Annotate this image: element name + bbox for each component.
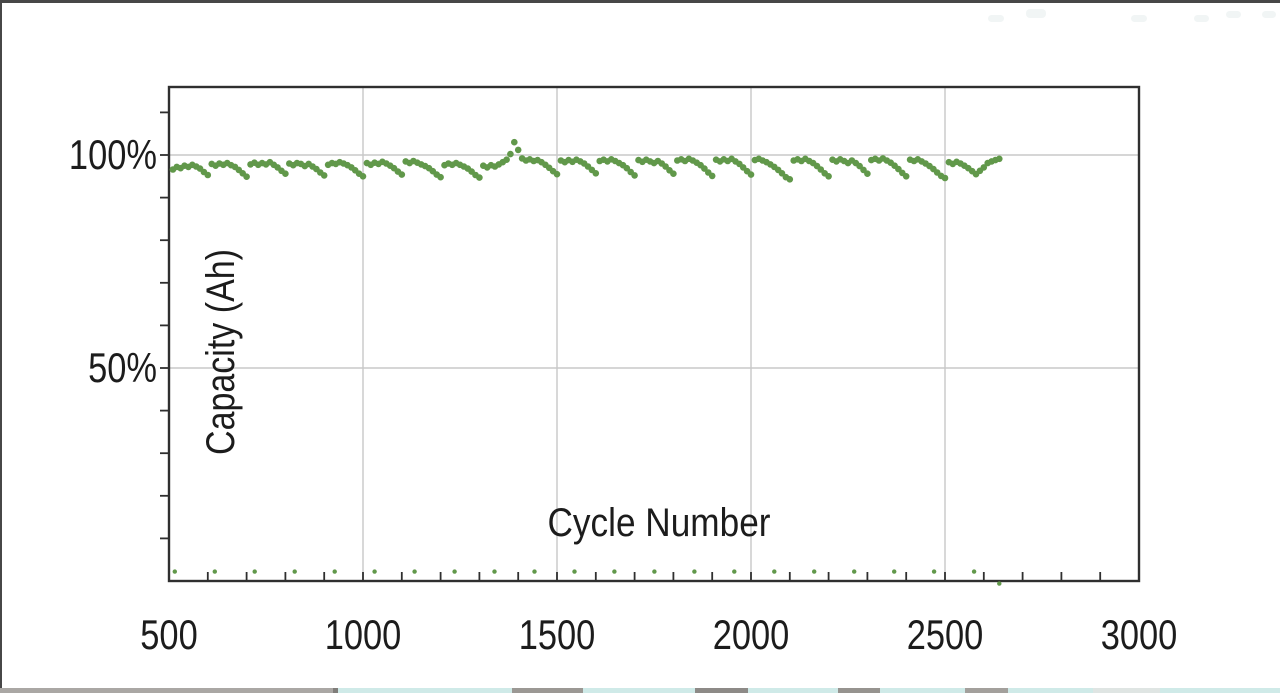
data-point (437, 173, 444, 181)
faint-smudge (1194, 15, 1209, 22)
faint-smudge (1026, 9, 1046, 18)
y-axis-title: Capacity (Ah) (199, 249, 243, 455)
footer-strip-segment (748, 688, 838, 693)
data-point (204, 171, 212, 179)
data-point (902, 173, 910, 180)
data-point (492, 569, 497, 574)
x-tick-label: 2500 (906, 611, 984, 658)
x-tick-label: 500 (140, 611, 198, 658)
data-point (511, 138, 518, 146)
footer-strip-segment (695, 688, 748, 693)
data-point (282, 170, 289, 177)
data-point (292, 569, 297, 574)
x-axis-title: Cycle Number (547, 501, 771, 545)
rpt-zero-markers (172, 569, 1002, 586)
data-point (372, 569, 377, 574)
data-point (514, 146, 522, 154)
footer-strip-segment (1093, 688, 1160, 693)
data-point (476, 174, 483, 181)
data-point (252, 569, 257, 574)
data-point (332, 569, 337, 574)
data-point (412, 569, 417, 574)
y-tick-label: 100% (68, 131, 157, 178)
data-point (532, 569, 537, 574)
data-point (652, 569, 657, 574)
x-tick-label: 1500 (518, 611, 596, 658)
footer-strip-segment (1008, 688, 1093, 693)
data-point (452, 569, 457, 574)
slide-top-border (0, 0, 1280, 3)
plot-frame (167, 85, 1141, 583)
data-point (503, 156, 510, 163)
footer-strip-segment (0, 688, 333, 693)
footer-strip-segment (338, 688, 512, 693)
footer-strip-segment (512, 688, 583, 693)
data-point (212, 569, 217, 574)
data-point (592, 170, 600, 177)
data-point (507, 150, 514, 158)
data-point (708, 172, 716, 180)
data-point (852, 569, 857, 574)
data-point (398, 171, 406, 178)
footer-strip-segment (880, 688, 965, 693)
data-point (670, 170, 677, 177)
faint-smudge (1131, 15, 1147, 22)
footer-strip-segment (965, 688, 1008, 693)
footer-strip-segment (838, 688, 880, 693)
capacity-retention (169, 138, 1003, 183)
footer-strip-segment (1160, 688, 1280, 693)
x-tick-label: 1000 (324, 611, 402, 658)
data-point (997, 581, 1002, 586)
data-point (631, 172, 638, 179)
data-point (243, 173, 250, 180)
faint-smudge (1262, 11, 1276, 18)
data-point (931, 569, 937, 574)
slide-left-border (0, 0, 2, 693)
data-point (359, 173, 367, 180)
x-tick-label: 3000 (1100, 611, 1178, 658)
data-point (172, 569, 177, 574)
data-point (772, 569, 777, 574)
footer-strip-segment (583, 688, 695, 693)
data-point (971, 569, 977, 574)
data-point (572, 569, 577, 574)
data-point (812, 569, 817, 574)
x-tick-label: 2000 (712, 611, 790, 658)
data-point (786, 176, 794, 183)
footer-strip-segment (333, 688, 338, 693)
data-point (941, 174, 949, 182)
data-point (747, 171, 755, 178)
footer-thumbnail-strip (0, 688, 1280, 693)
data-point (320, 172, 328, 179)
data-point (996, 155, 1003, 163)
data-point (980, 164, 988, 171)
data-point (732, 569, 737, 574)
data-point (864, 170, 871, 177)
data-point (892, 569, 897, 574)
faint-smudge (1226, 11, 1241, 18)
y-tick-label: 50% (88, 344, 157, 391)
faint-smudge (988, 15, 1004, 22)
data-point (825, 173, 832, 180)
data-point (612, 569, 617, 574)
data-point (553, 170, 561, 178)
data-point (692, 569, 697, 574)
